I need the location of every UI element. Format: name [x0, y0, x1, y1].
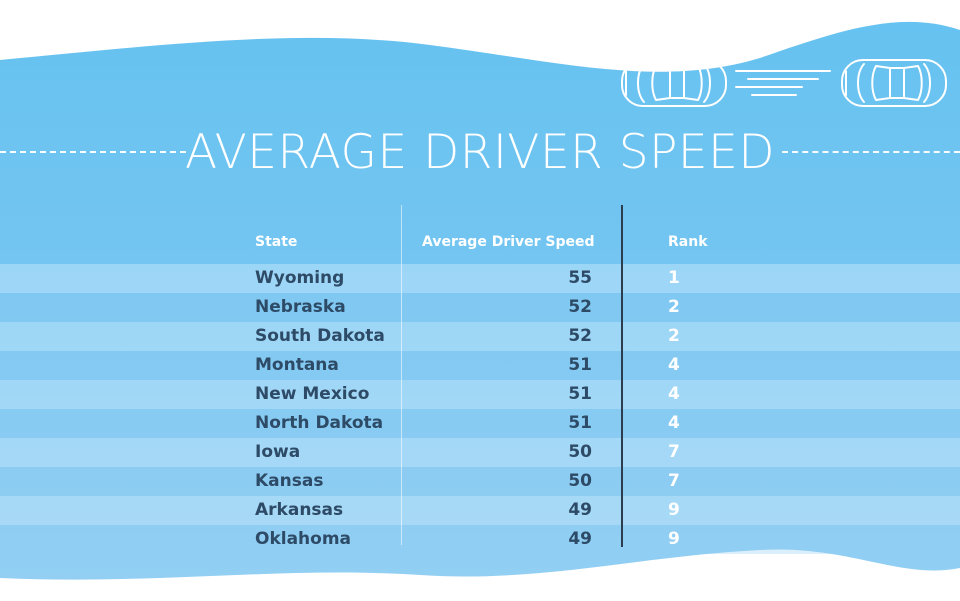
title-dash-right	[782, 151, 960, 153]
cell-speed: 55	[568, 268, 592, 288]
cell-state: Nebraska	[255, 297, 346, 317]
table-row: New Mexico 51 4	[0, 380, 960, 409]
table-row: Arkansas 49 9	[0, 496, 960, 525]
cell-state: Montana	[255, 355, 339, 375]
table-row: Nebraska 52 2	[0, 293, 960, 322]
header-rank: Rank	[668, 234, 708, 250]
header-average-speed: Average Driver Speed	[422, 234, 595, 250]
cell-rank: 9	[668, 529, 680, 549]
table-row: South Dakota 52 2	[0, 322, 960, 351]
table-row: Oklahoma 49 9	[0, 525, 960, 554]
cell-state: Arkansas	[255, 500, 344, 520]
cell-speed: 52	[568, 326, 592, 346]
cell-speed: 50	[568, 442, 592, 462]
cell-rank: 4	[668, 413, 680, 433]
column-divider-dark	[621, 205, 623, 547]
cell-speed: 49	[568, 529, 592, 549]
cell-speed: 51	[568, 384, 592, 404]
cell-speed: 51	[568, 355, 592, 375]
cars-icon	[621, 59, 947, 107]
cell-rank: 4	[668, 384, 680, 404]
cell-state: Oklahoma	[255, 529, 352, 549]
cell-state: New Mexico	[255, 384, 370, 404]
page-title-text: AVERAGE DRIVER SPEED	[184, 124, 776, 180]
cell-rank: 4	[668, 355, 680, 375]
cell-rank: 9	[668, 500, 680, 520]
cell-rank: 2	[668, 297, 680, 317]
cell-rank: 1	[668, 268, 680, 288]
cell-speed: 49	[568, 500, 592, 520]
table-row: Montana 51 4	[0, 351, 960, 380]
cell-rank: 2	[668, 326, 680, 346]
cell-speed: 50	[568, 471, 592, 491]
page-title: AVERAGE DRIVER SPEED	[0, 122, 960, 182]
cell-state: Kansas	[255, 471, 324, 491]
cell-rank: 7	[668, 442, 680, 462]
cell-state: Wyoming	[255, 268, 345, 288]
cell-rank: 7	[668, 471, 680, 491]
table-row: Iowa 50 7	[0, 438, 960, 467]
table-row: North Dakota 51 4	[0, 409, 960, 438]
cell-state: South Dakota	[255, 326, 385, 346]
title-dash-left	[0, 151, 186, 153]
cell-state: North Dakota	[255, 413, 384, 433]
column-divider-light	[401, 205, 402, 545]
table-row: Kansas 50 7	[0, 467, 960, 496]
cell-speed: 51	[568, 413, 592, 433]
cell-speed: 52	[568, 297, 592, 317]
cell-state: Iowa	[255, 442, 301, 462]
header-state: State	[255, 234, 298, 250]
table-row: Wyoming 55 1	[0, 264, 960, 293]
